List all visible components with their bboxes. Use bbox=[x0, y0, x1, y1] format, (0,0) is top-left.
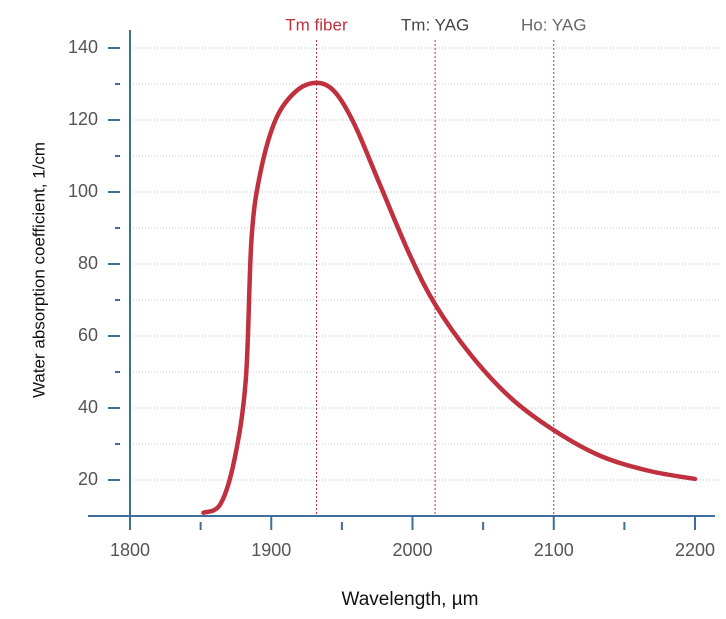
x-tick-label: 2100 bbox=[534, 540, 574, 560]
y-tick-label: 100 bbox=[68, 181, 98, 201]
annotation: Tm: YAG bbox=[401, 15, 469, 34]
x-tick-label: 2000 bbox=[392, 540, 432, 560]
annotation: Ho: YAG bbox=[521, 15, 587, 34]
x-axis-label: Wavelength, µm bbox=[342, 589, 479, 610]
x-tick-label: 1800 bbox=[110, 540, 150, 560]
x-tick-label: 2200 bbox=[675, 540, 715, 560]
y-tick-label: 20 bbox=[78, 469, 98, 489]
y-tick-label: 40 bbox=[78, 397, 98, 417]
y-tick-label: 80 bbox=[78, 253, 98, 273]
data-line bbox=[201, 80, 698, 516]
y-tick-label: 140 bbox=[68, 37, 98, 57]
y-axis-label: Water absorption coefficient, 1/cm bbox=[29, 142, 48, 398]
x-tick-label: 1900 bbox=[251, 540, 291, 560]
annotation: Tm fiber bbox=[285, 15, 348, 34]
y-tick-label: 120 bbox=[68, 109, 98, 129]
y-tick-label: 60 bbox=[78, 325, 98, 345]
